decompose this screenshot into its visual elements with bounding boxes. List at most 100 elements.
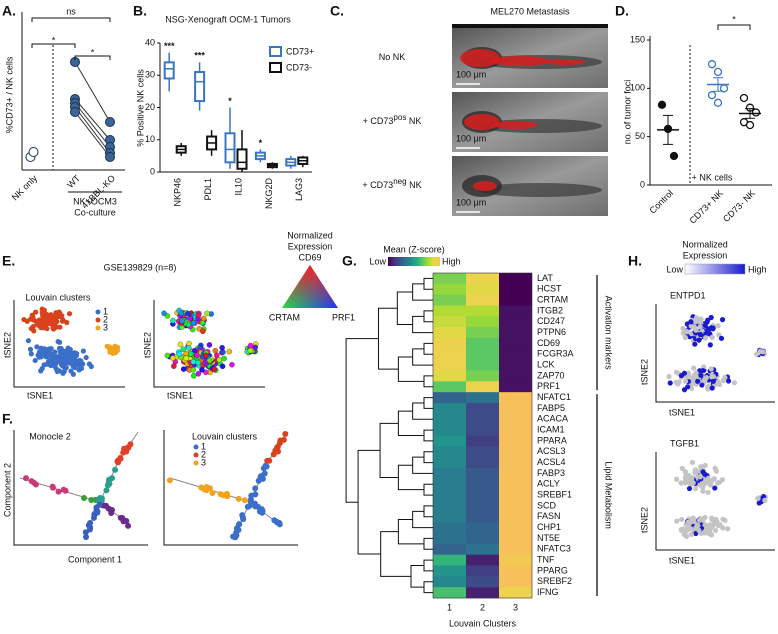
heatmap-cell — [433, 533, 466, 545]
cell-point — [280, 436, 287, 443]
cell-point — [56, 345, 63, 352]
cell-point — [702, 522, 708, 528]
cell-point — [688, 531, 694, 538]
cell-point — [682, 378, 689, 384]
dendrogram — [397, 518, 424, 545]
cell-point — [57, 324, 63, 330]
legend-dot — [193, 444, 199, 450]
panel-label: E. — [2, 253, 15, 269]
cell-point — [200, 328, 206, 335]
heatmap-cell — [499, 403, 532, 415]
cell-point — [63, 365, 69, 371]
cell-point — [180, 346, 187, 352]
cell-point — [709, 334, 715, 340]
row-label: FCGR3A — [537, 349, 574, 359]
cell-point — [94, 508, 101, 515]
cell-point — [60, 370, 66, 376]
cell-point — [78, 358, 84, 364]
cell-point — [235, 521, 242, 528]
dendrogram — [423, 483, 433, 496]
heatmap-cell — [433, 522, 466, 534]
dendrogram — [397, 356, 424, 382]
cell-point — [49, 484, 56, 491]
cell-point — [710, 373, 717, 380]
cell-point — [30, 317, 36, 323]
cell-point — [204, 310, 210, 317]
sig-bracket — [74, 55, 111, 60]
heatmap-cell — [433, 468, 466, 480]
cell-point — [219, 344, 225, 351]
x-tick-label: IL10 — [233, 178, 243, 196]
cell-point — [708, 532, 715, 538]
heatmap-cell — [433, 359, 466, 371]
heatmap-cell — [499, 576, 532, 588]
cell-point — [731, 380, 738, 386]
cell-point — [44, 326, 50, 332]
cell-point — [688, 526, 694, 532]
heatmap-cell — [433, 554, 466, 566]
heatmap-cell — [499, 273, 532, 285]
pair-line — [74, 106, 111, 154]
row-label: FASN — [537, 511, 561, 521]
cell-point — [688, 319, 694, 325]
heatmap-cell — [466, 283, 499, 295]
cell-point — [698, 372, 704, 379]
y-axis-label: Component 2 — [2, 463, 12, 517]
dendrogram — [412, 348, 433, 366]
heatmap-cell — [433, 283, 466, 295]
cell-point — [21, 316, 27, 323]
row-label: ZAP70 — [537, 370, 565, 380]
heatmap-cell — [466, 435, 499, 447]
cell-point — [680, 325, 686, 331]
legend-title: Expression — [288, 241, 333, 251]
heatmap-cell — [499, 392, 532, 404]
legend-label: CD73+ — [286, 46, 314, 56]
panel-label: H. — [628, 253, 642, 269]
cell-point — [674, 518, 680, 524]
cell-point — [58, 361, 65, 367]
heatmap-cell — [433, 403, 466, 415]
x-tick-label: Control — [648, 188, 676, 216]
cell-point — [710, 378, 716, 384]
cell-point — [706, 479, 713, 485]
cell-point — [680, 526, 686, 532]
group-label: NK+OCM3 — [73, 196, 117, 206]
pair-line — [74, 102, 111, 148]
cell-point — [96, 501, 103, 508]
y-tick-label: 0 — [640, 179, 645, 189]
cell-point — [206, 357, 213, 364]
cell-point — [105, 476, 112, 483]
cell-point — [195, 371, 202, 377]
cell-point — [241, 497, 248, 504]
cell-point — [682, 334, 688, 341]
cell-point — [719, 317, 726, 323]
cell-point — [190, 367, 196, 373]
cell-point — [37, 350, 43, 356]
cell-point — [39, 306, 45, 312]
heatmap-cell — [499, 522, 532, 534]
dendrogram — [396, 291, 413, 325]
heatmap-cell — [499, 327, 532, 339]
legend-dot — [193, 452, 199, 458]
colorbar-label: Low — [369, 256, 386, 266]
plot-title: ENTPD1 — [670, 290, 706, 300]
cell-point — [114, 344, 121, 351]
heatmap-cell — [433, 511, 466, 523]
cell-point — [164, 352, 171, 359]
heatmap-cell — [466, 576, 499, 588]
row-label: TNF — [537, 554, 555, 564]
cell-point — [673, 369, 679, 375]
heatmap-cell — [433, 500, 466, 512]
cell-point — [705, 489, 711, 496]
axes — [153, 300, 265, 388]
annotation: + NK cells — [692, 172, 733, 182]
row-label: HCST — [537, 284, 562, 294]
cell-point — [55, 488, 62, 495]
row-label: CD69 — [537, 338, 560, 348]
colorbar — [684, 263, 746, 275]
cell-point — [166, 477, 173, 484]
row-label: ACACA — [537, 414, 568, 424]
cell-point — [233, 531, 240, 538]
cell-point — [706, 331, 713, 337]
heatmap-cell — [433, 543, 466, 555]
